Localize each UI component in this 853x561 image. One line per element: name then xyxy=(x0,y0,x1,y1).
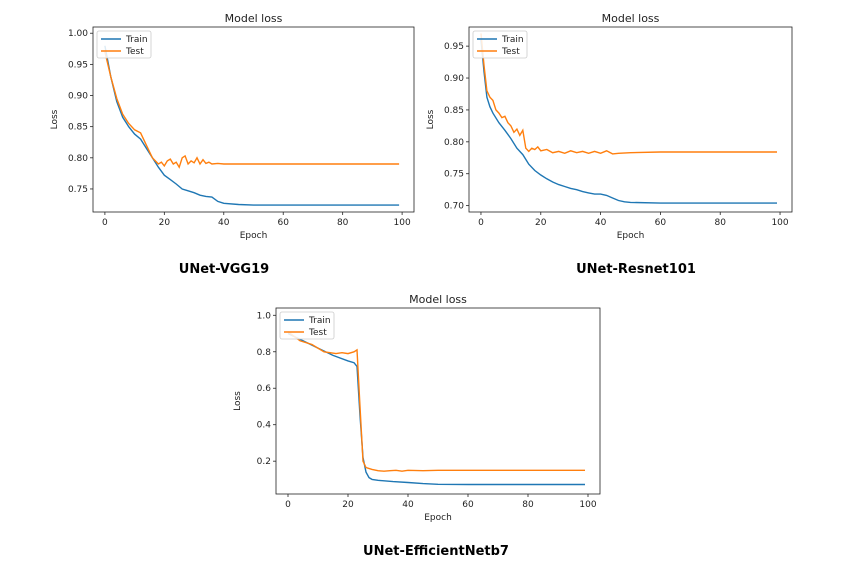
x-tick-label: 40 xyxy=(595,218,607,228)
x-tick-label: 0 xyxy=(285,500,291,510)
legend-label-test: Test xyxy=(125,47,144,57)
x-tick-label: 40 xyxy=(402,500,414,510)
x-tick-label: 0 xyxy=(478,218,484,228)
chart-caption: UNet-EfficientNetb7 xyxy=(363,544,509,559)
y-tick-label: 0.85 xyxy=(68,123,88,133)
y-tick-label: 0.90 xyxy=(68,92,88,102)
legend-label-test: Test xyxy=(501,47,520,57)
y-tick-label: 0.4 xyxy=(257,421,272,431)
chart-title: Model loss xyxy=(409,293,467,306)
y-tick-label: 0.80 xyxy=(68,154,88,164)
chart-caption: UNet-Resnet101 xyxy=(576,262,696,277)
x-tick-label: 40 xyxy=(218,218,230,228)
x-axis-label: Epoch xyxy=(424,513,452,523)
y-tick-label: 1.00 xyxy=(68,29,88,39)
x-tick-label: 60 xyxy=(462,500,474,510)
x-tick-label: 20 xyxy=(159,218,171,228)
chart-vgg19: Model loss 0 20 40 60 80 100 0.75 0.80 0.85 0.90 0.… xyxy=(50,12,415,241)
y-tick-label: 0.2 xyxy=(257,457,271,467)
series-line-test xyxy=(480,33,777,155)
y-tick-label: 0.75 xyxy=(444,170,464,180)
legend-label-train: Train xyxy=(308,316,331,326)
y-tick-label: 0.85 xyxy=(444,106,464,116)
x-tick-label: 100 xyxy=(394,218,411,228)
chart-title: Model loss xyxy=(602,12,660,25)
x-tick-label: 0 xyxy=(102,218,108,228)
x-tick-label: 60 xyxy=(655,218,667,228)
x-tick-label: 80 xyxy=(522,500,534,510)
series-line-train xyxy=(287,332,585,486)
y-tick-label: 0.6 xyxy=(257,384,272,394)
chart-resnet101: Model loss 0 20 40 60 80 100 0.70 0.75 0.80 0.85 0.… xyxy=(426,12,793,241)
legend-label-train: Train xyxy=(501,35,524,45)
x-tick-label: 80 xyxy=(714,218,726,228)
y-tick-label: 0.95 xyxy=(68,60,88,70)
series-line-test xyxy=(104,51,400,169)
x-tick-label: 20 xyxy=(342,500,354,510)
x-tick-label: 80 xyxy=(337,218,349,228)
x-axis-label: Epoch xyxy=(617,231,645,241)
y-tick-label: 0.8 xyxy=(257,348,272,358)
y-tick-label: 0.80 xyxy=(444,138,464,148)
y-tick-label: 0.70 xyxy=(444,202,464,212)
series-line-train xyxy=(104,45,400,206)
chart-efficientnet: Model loss 0 20 40 60 80 100 0.2 0.4 0.6 0.8 1.0 Epo… xyxy=(233,293,601,523)
series-line-train xyxy=(480,39,777,204)
y-axis-label: Loss xyxy=(233,391,243,411)
x-tick-label: 100 xyxy=(579,500,596,510)
y-tick-label: 1.0 xyxy=(257,311,272,321)
y-tick-label: 0.90 xyxy=(444,74,464,84)
x-tick-label: 20 xyxy=(535,218,547,228)
x-tick-label: 60 xyxy=(277,218,289,228)
y-tick-label: 0.95 xyxy=(444,42,464,52)
chart-caption: UNet-VGG19 xyxy=(179,262,269,277)
y-tick-label: 0.75 xyxy=(68,185,88,195)
chart-title: Model loss xyxy=(225,12,283,25)
x-axis-label: Epoch xyxy=(240,231,268,241)
x-tick-label: 100 xyxy=(771,218,788,228)
legend-label-test: Test xyxy=(308,328,327,338)
y-axis-label: Loss xyxy=(426,109,436,129)
series-line-test xyxy=(287,331,585,472)
legend-label-train: Train xyxy=(125,35,148,45)
y-axis-label: Loss xyxy=(50,109,60,129)
